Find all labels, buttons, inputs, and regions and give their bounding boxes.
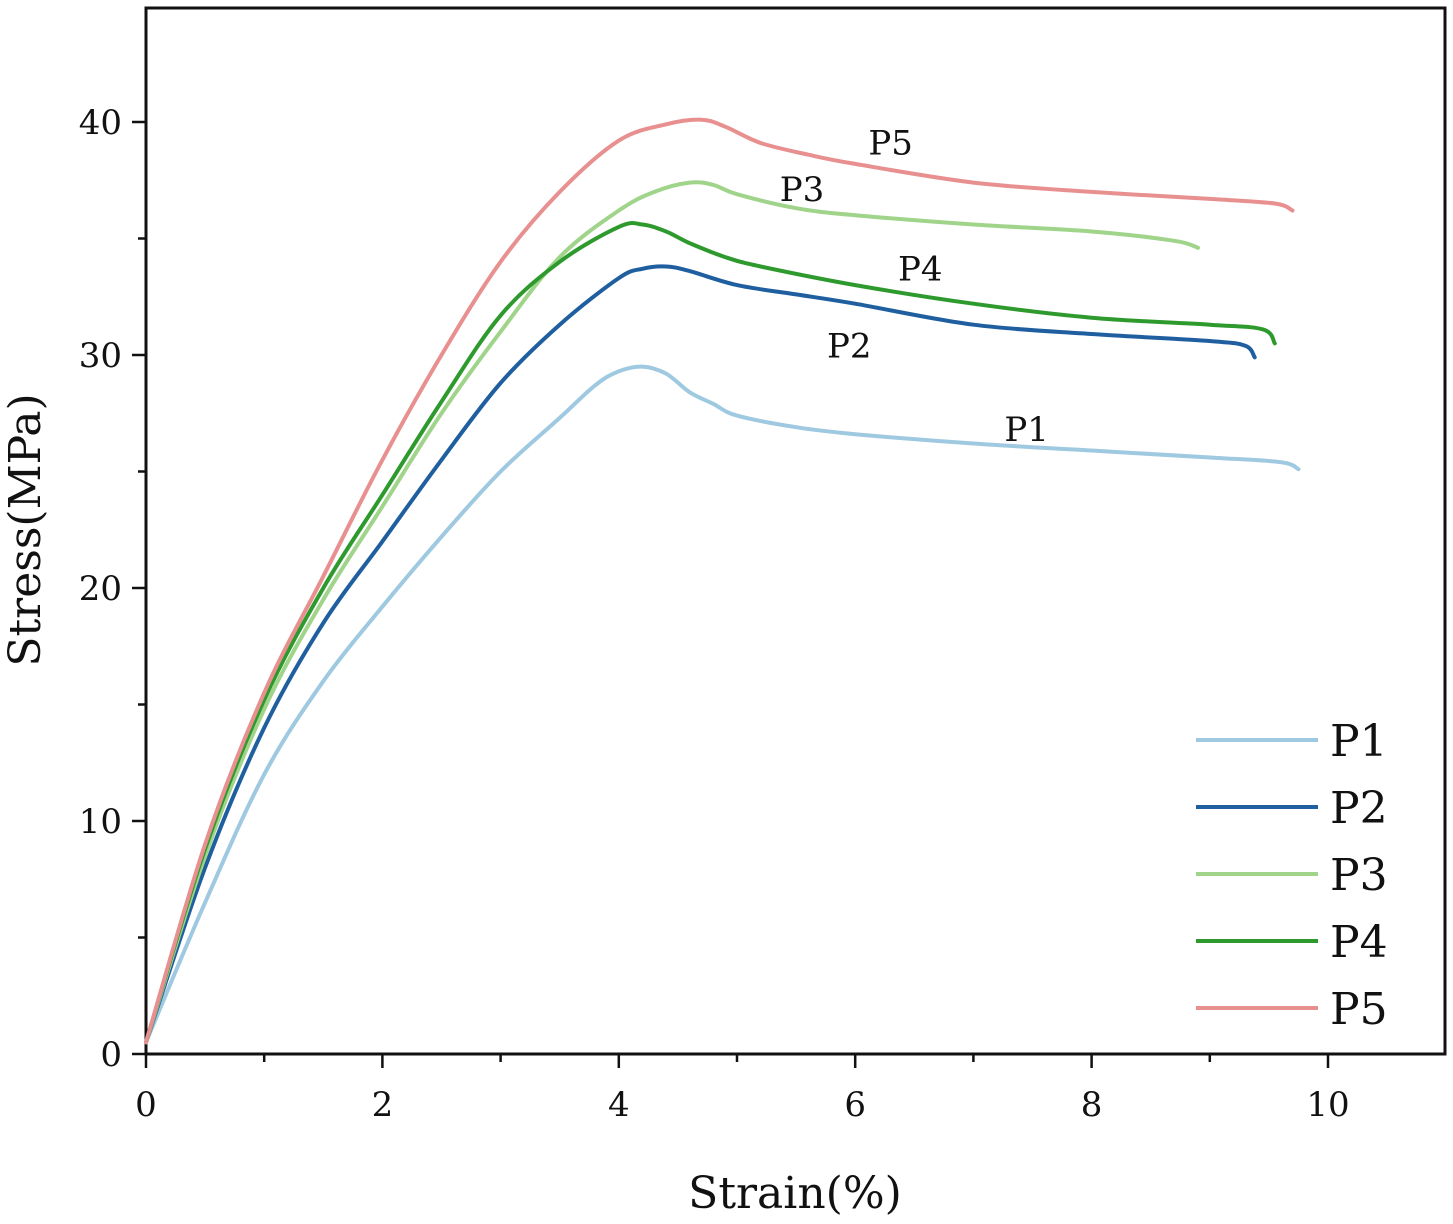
curve-label-p2: P2 [827, 326, 872, 366]
legend-label-p5: P5 [1330, 984, 1388, 1035]
x-tick-label: 0 [135, 1085, 157, 1125]
legend: P1 P2 P3 P4 P5 [1196, 716, 1388, 1035]
y-tick-label: 40 [79, 103, 122, 143]
x-axis-ticks: 0 2 4 6 8 10 [135, 1054, 1350, 1125]
curve-label-p4: P4 [898, 249, 943, 289]
legend-label-p3: P3 [1330, 850, 1388, 901]
y-tick-label: 10 [79, 802, 122, 842]
x-tick-label: 8 [1081, 1085, 1103, 1125]
x-tick-label: 6 [844, 1085, 866, 1125]
y-tick-label: 30 [79, 336, 122, 376]
series-line-p2 [144, 264, 1257, 1045]
x-tick-label: 10 [1306, 1085, 1349, 1125]
legend-label-p2: P2 [1330, 783, 1388, 834]
y-axis-ticks: 0 10 20 30 40 [79, 103, 146, 1075]
series-line-p4 [144, 221, 1277, 1045]
curve-annotations: P5 P3 P4 P2 P1 [780, 124, 1049, 451]
series-line-p3 [144, 180, 1200, 1045]
curve-label-p5: P5 [868, 124, 913, 164]
x-tick-label: 2 [372, 1085, 394, 1125]
series-line-p1 [144, 364, 1301, 1045]
plot-frame [144, 6, 1447, 1056]
legend-label-p4: P4 [1330, 917, 1388, 968]
curve-label-p3: P3 [780, 170, 825, 210]
y-tick-label: 20 [79, 569, 122, 609]
series-line-p5 [144, 117, 1295, 1045]
curve-label-p1: P1 [1004, 410, 1049, 450]
plot-area: 0 2 4 6 8 10 0 10 20 30 40 P5 P3 P4 P2 P1 P1 P2 P3 P4 P5 [79, 6, 1447, 1125]
y-tick-label: 0 [100, 1035, 122, 1075]
x-axis-title: Strain(%) [688, 1168, 902, 1219]
series-layer [144, 117, 1301, 1045]
legend-label-p1: P1 [1330, 716, 1388, 767]
x-tick-label: 4 [608, 1085, 630, 1125]
y-axis-title: Stress(MPa) [0, 393, 51, 666]
